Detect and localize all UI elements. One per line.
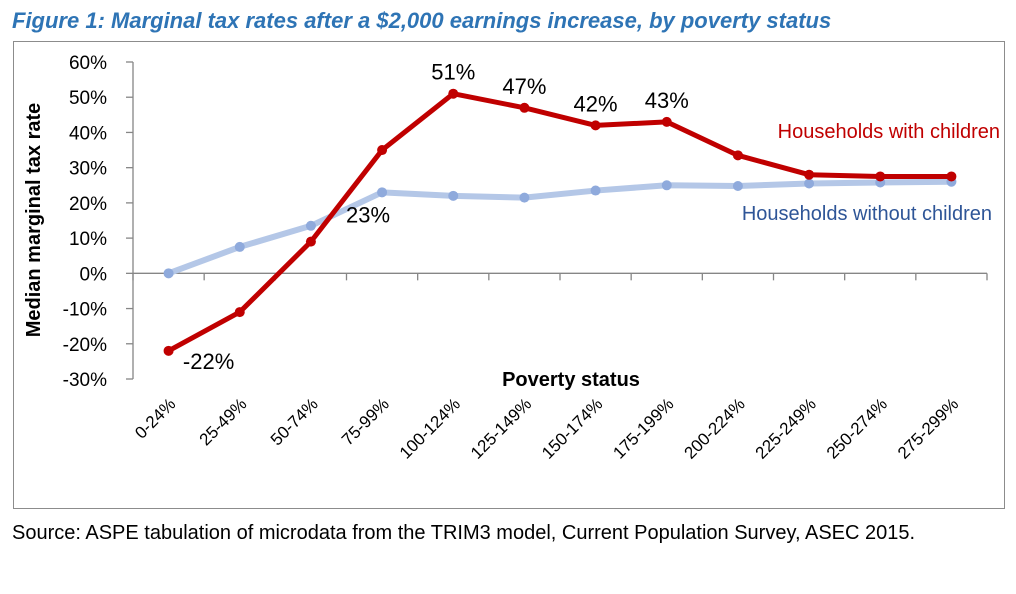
- data-point-with-children: [234, 307, 245, 318]
- y-tick-label: 60%: [69, 53, 107, 74]
- y-tick-label: -20%: [63, 335, 107, 356]
- data-point-with-children: [732, 150, 743, 161]
- figure-title: Figure 1: Marginal tax rates after a $2,…: [12, 8, 832, 33]
- data-point-without-children: [804, 178, 815, 189]
- y-tick-label: 10%: [69, 229, 107, 250]
- data-label: 51%: [431, 60, 475, 85]
- y-tick-label: -10%: [63, 300, 107, 321]
- data-point-with-children: [448, 88, 459, 99]
- x-tick-label: 175-199%: [609, 394, 677, 462]
- y-tick-label: 0%: [80, 264, 108, 285]
- y-tick-label: 40%: [69, 123, 107, 144]
- data-point-with-children: [661, 116, 672, 127]
- data-point-without-children: [377, 187, 388, 198]
- data-point-with-children: [804, 169, 815, 180]
- x-tick-label: 225-249%: [752, 394, 820, 462]
- x-tick-label: 0-24%: [131, 394, 179, 442]
- data-point-without-children: [305, 220, 316, 231]
- data-point-without-children: [590, 185, 601, 196]
- x-tick-label: 25-49%: [196, 394, 251, 449]
- data-point-without-children: [519, 192, 530, 203]
- data-point-with-children: [590, 120, 601, 131]
- data-label: 47%: [502, 74, 546, 99]
- data-label: 23%: [346, 202, 390, 227]
- x-tick-label: 50-74%: [267, 394, 322, 449]
- data-point-with-children: [875, 171, 886, 182]
- data-point-with-children: [519, 102, 530, 113]
- data-point-with-children: [305, 236, 316, 247]
- x-tick-label: 200-224%: [680, 394, 748, 462]
- series-line-with-children: [166, 91, 954, 354]
- y-tick-label: -30%: [63, 370, 107, 391]
- data-point-without-children: [448, 190, 459, 201]
- y-tick-label: 50%: [69, 88, 107, 109]
- y-tick-label: 30%: [69, 159, 107, 180]
- x-tick-label: 75-99%: [338, 394, 393, 449]
- x-tick-label: 125-149%: [467, 394, 535, 462]
- series-label-without-children: Households without children: [742, 203, 992, 225]
- data-point-without-children: [732, 180, 743, 191]
- x-tick-label: 275-299%: [894, 394, 962, 462]
- y-tick-label: 20%: [69, 194, 107, 215]
- x-tick-label: 250-274%: [823, 394, 891, 462]
- series-label-with-children: Households with children: [778, 121, 1000, 143]
- data-point-with-children: [946, 171, 957, 182]
- chart-frame: [13, 41, 1005, 509]
- x-axis-title: Poverty status: [502, 369, 640, 391]
- data-point-with-children: [163, 345, 174, 356]
- source-note: Source: ASPE tabulation of microdata fro…: [12, 522, 916, 544]
- data-point-without-children: [163, 268, 174, 279]
- x-tick-label: 150-174%: [538, 394, 606, 462]
- data-label: -22%: [183, 349, 234, 374]
- data-point-without-children: [234, 241, 245, 252]
- x-tick-label: 100-124%: [396, 394, 464, 462]
- series-line-without-children: [165, 178, 955, 277]
- data-label: 42%: [574, 91, 618, 116]
- data-point-with-children: [377, 145, 388, 156]
- data-point-without-children: [661, 180, 672, 191]
- line-chart: -30% -20% -10% 0% 10% 20% 30% 40% 50% 60% 0-24% 25-…: [23, 53, 1000, 463]
- data-label: 43%: [645, 88, 689, 113]
- y-axis-title: Median marginal tax rate: [23, 103, 45, 338]
